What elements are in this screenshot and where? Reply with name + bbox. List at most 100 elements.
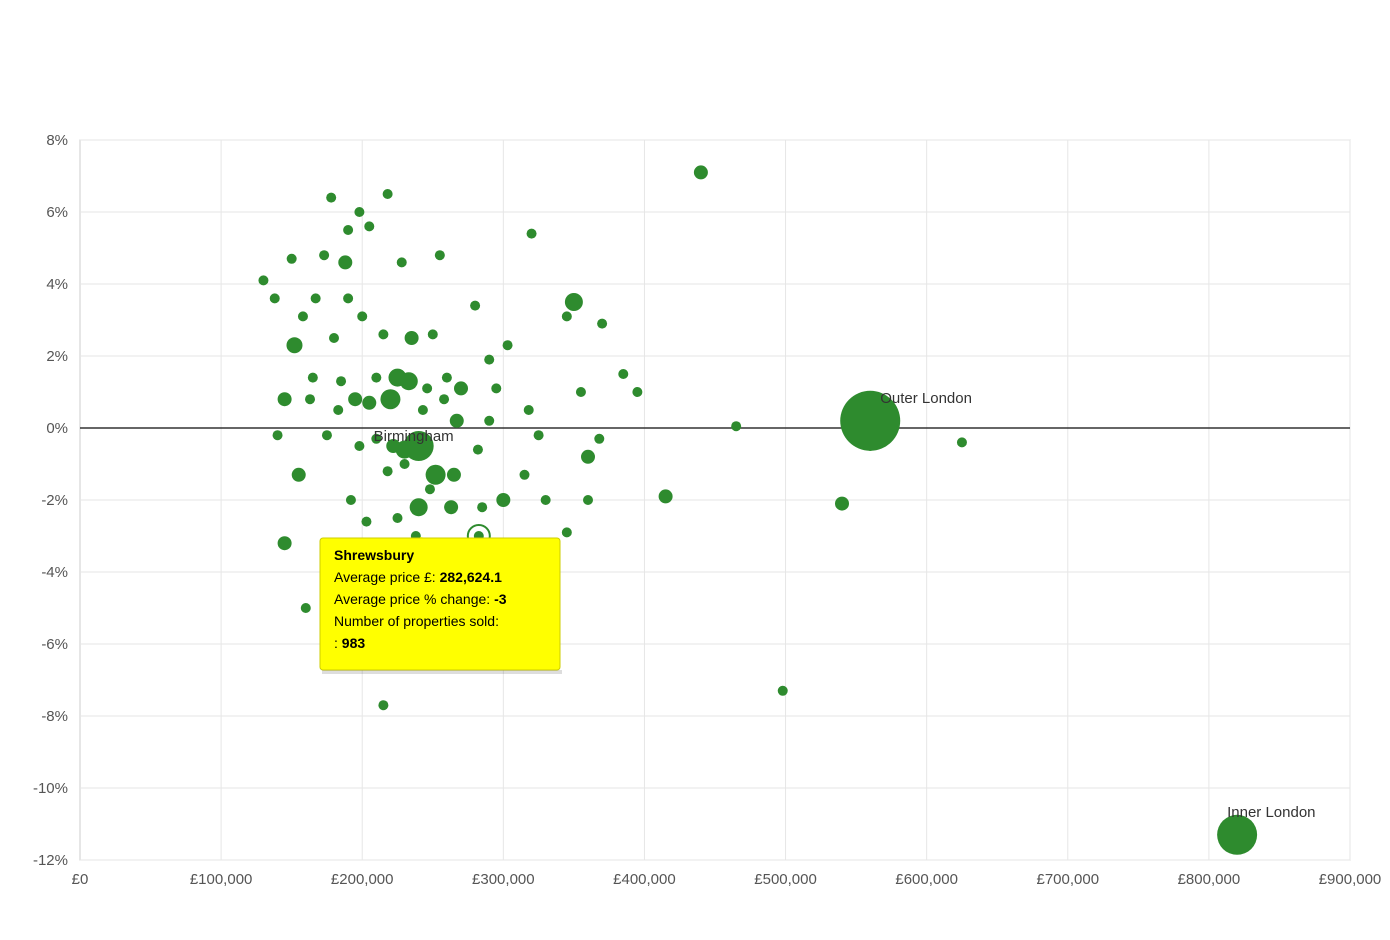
data-point[interactable] xyxy=(576,387,586,397)
data-point[interactable] xyxy=(287,254,297,264)
data-point[interactable] xyxy=(527,229,537,239)
x-tick-label: £900,000 xyxy=(1319,871,1382,888)
data-point[interactable] xyxy=(957,437,967,447)
y-tick-label: 6% xyxy=(46,204,68,221)
data-point[interactable] xyxy=(444,500,458,514)
data-point[interactable] xyxy=(473,445,483,455)
data-point[interactable] xyxy=(496,493,510,507)
data-point[interactable] xyxy=(418,405,428,415)
data-point[interactable] xyxy=(439,394,449,404)
data-point[interactable] xyxy=(565,293,583,311)
data-point[interactable] xyxy=(278,392,292,406)
data-point[interactable] xyxy=(562,311,572,321)
data-point[interactable] xyxy=(659,489,673,503)
data-point[interactable] xyxy=(484,416,494,426)
data-point[interactable] xyxy=(319,250,329,260)
data-point[interactable] xyxy=(383,189,393,199)
data-point[interactable] xyxy=(326,193,336,203)
data-point[interactable] xyxy=(348,392,362,406)
data-point[interactable] xyxy=(343,225,353,235)
data-point[interactable] xyxy=(336,376,346,386)
data-point[interactable] xyxy=(380,389,400,409)
data-point[interactable] xyxy=(835,497,849,511)
data-point[interactable] xyxy=(618,369,628,379)
data-point[interactable] xyxy=(484,355,494,365)
data-point[interactable] xyxy=(378,700,388,710)
data-point[interactable] xyxy=(447,468,461,482)
data-point[interactable] xyxy=(583,495,593,505)
data-point[interactable] xyxy=(503,340,513,350)
data-point[interactable] xyxy=(454,381,468,395)
data-point[interactable] xyxy=(362,396,376,410)
data-point[interactable] xyxy=(278,536,292,550)
data-point[interactable] xyxy=(778,686,788,696)
y-tick-label: 0% xyxy=(46,420,68,437)
data-point[interactable] xyxy=(329,333,339,343)
data-point[interactable] xyxy=(491,383,501,393)
data-point[interactable] xyxy=(273,430,283,440)
data-point[interactable] xyxy=(305,394,315,404)
data-point[interactable] xyxy=(354,207,364,217)
x-tick-label: £800,000 xyxy=(1178,871,1241,888)
y-tick-label: -8% xyxy=(41,708,68,725)
data-point[interactable] xyxy=(450,414,464,428)
data-point[interactable] xyxy=(357,311,367,321)
x-tick-label: £400,000 xyxy=(613,871,676,888)
data-point[interactable] xyxy=(470,301,480,311)
y-tick-label: 4% xyxy=(46,276,68,293)
data-point[interactable] xyxy=(428,329,438,339)
y-tick-label: -10% xyxy=(33,780,68,797)
x-tick-label: £300,000 xyxy=(472,871,535,888)
data-point[interactable] xyxy=(534,430,544,440)
data-point[interactable] xyxy=(343,293,353,303)
data-point[interactable] xyxy=(400,372,418,390)
y-tick-label: 8% xyxy=(46,132,68,149)
data-point[interactable] xyxy=(581,450,595,464)
data-point[interactable] xyxy=(435,250,445,260)
data-point[interactable] xyxy=(346,495,356,505)
data-point[interactable] xyxy=(442,373,452,383)
data-point[interactable] xyxy=(383,466,393,476)
data-point[interactable] xyxy=(694,165,708,179)
data-point[interactable] xyxy=(410,498,428,516)
data-point[interactable] xyxy=(322,430,332,440)
data-point[interactable] xyxy=(425,484,435,494)
data-point[interactable] xyxy=(594,434,604,444)
data-point[interactable] xyxy=(378,329,388,339)
data-point[interactable] xyxy=(562,527,572,537)
data-point[interactable] xyxy=(371,373,381,383)
data-point[interactable] xyxy=(422,383,432,393)
data-point[interactable] xyxy=(541,495,551,505)
data-point[interactable] xyxy=(520,470,530,480)
data-point[interactable] xyxy=(286,337,302,353)
data-point[interactable] xyxy=(632,387,642,397)
data-point[interactable] xyxy=(308,373,318,383)
data-point[interactable] xyxy=(397,257,407,267)
point-label: Inner London xyxy=(1227,804,1315,821)
data-point[interactable] xyxy=(258,275,268,285)
tooltip: ShrewsburyAverage price £: 282,624.1Aver… xyxy=(320,538,562,674)
data-point[interactable] xyxy=(311,293,321,303)
data-point[interactable] xyxy=(731,421,741,431)
data-point[interactable] xyxy=(333,405,343,415)
x-tick-label: £100,000 xyxy=(190,871,253,888)
data-point[interactable] xyxy=(354,441,364,451)
data-point[interactable] xyxy=(364,221,374,231)
x-tick-label: £700,000 xyxy=(1036,871,1099,888)
y-tick-label: -2% xyxy=(41,492,68,509)
data-point[interactable] xyxy=(298,311,308,321)
data-point[interactable] xyxy=(477,502,487,512)
x-tick-label: £500,000 xyxy=(754,871,817,888)
data-point[interactable] xyxy=(270,293,280,303)
data-point[interactable] xyxy=(405,331,419,345)
data-point[interactable] xyxy=(292,468,306,482)
data-point[interactable] xyxy=(301,603,311,613)
data-point[interactable] xyxy=(597,319,607,329)
data-point[interactable] xyxy=(361,517,371,527)
data-point[interactable] xyxy=(400,459,410,469)
data-point[interactable] xyxy=(426,465,446,485)
x-tick-label: £600,000 xyxy=(895,871,958,888)
data-point[interactable] xyxy=(524,405,534,415)
data-point[interactable] xyxy=(393,513,403,523)
data-point[interactable] xyxy=(338,255,352,269)
